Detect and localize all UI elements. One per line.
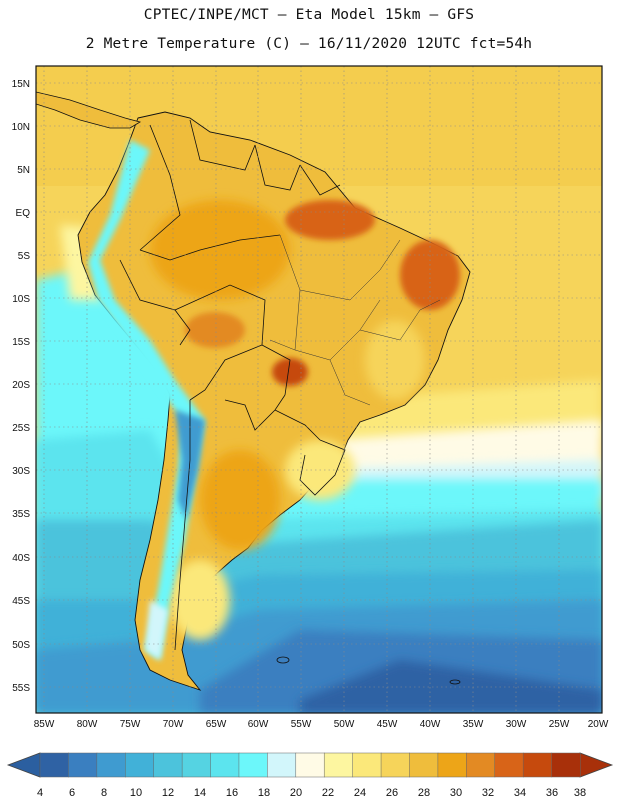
- colorbar-swatch: [210, 752, 240, 778]
- colorbar-label: 26: [386, 787, 398, 799]
- colorbar-swatch: [181, 752, 212, 778]
- colorbar-label: 32: [482, 787, 494, 799]
- lat-label: 15N: [12, 79, 30, 90]
- colorbar-swatch: [125, 752, 155, 778]
- hot-pampas: [200, 450, 280, 550]
- mild-southeast: [365, 320, 425, 400]
- andes-cold-ridge: [88, 140, 205, 660]
- lon-label: 70W: [163, 719, 184, 730]
- hot-lower-amazon: [285, 200, 375, 240]
- temperature-field: [36, 66, 602, 713]
- lat-label: 40S: [12, 553, 30, 564]
- lon-label: 75W: [120, 719, 141, 730]
- hot-northeast: [400, 240, 460, 310]
- colorbar-label: 18: [258, 787, 270, 799]
- lat-label: EQ: [16, 208, 31, 219]
- colorbar-label: 30: [450, 787, 462, 799]
- lat-label: 10N: [12, 122, 30, 133]
- latitude-axis: 15N 10N 5N EQ 5S 10S 15S 20S 25S 30S 35S…: [12, 79, 31, 694]
- colorbar-label: 34: [514, 787, 526, 799]
- longitude-axis: 85W 80W 75W 70W 65W 60W 55W 50W 45W 40W …: [34, 719, 609, 730]
- map-title-line-1: CPTEC/INPE/MCT – Eta Model 15km – GFS: [143, 7, 475, 23]
- falkland-islands: [276, 656, 290, 664]
- colorbar-label: 16: [226, 787, 238, 799]
- lat-label: 5N: [17, 165, 30, 176]
- colorbar-label: 6: [69, 787, 75, 799]
- colorbar-swatch: [68, 752, 98, 778]
- mild-patagonia: [170, 560, 230, 640]
- colorbar-label: 12: [162, 787, 174, 799]
- colorbar-swatch: [96, 752, 126, 778]
- lat-label: 5S: [18, 251, 31, 262]
- lat-label: 50S: [12, 640, 30, 651]
- colorbar-label: 28: [418, 787, 430, 799]
- colorbar-label: 10: [130, 787, 142, 799]
- colorbar-swatch: [522, 752, 553, 778]
- colorbar-label: 20: [290, 787, 302, 799]
- lat-label: 25S: [12, 423, 30, 434]
- lon-label: 55W: [291, 719, 312, 730]
- patagonia-andes: [145, 600, 168, 660]
- lon-label: 30W: [506, 719, 527, 730]
- colorbar-swatch: [323, 752, 354, 778]
- lat-label: 20S: [12, 380, 30, 391]
- colorbar-labels: 4 6 8 10 12 14 16 18 20 22 24 26 28 30 3…: [37, 787, 586, 799]
- colorbar: 4 6 8 10 12 14 16 18 20 22 24 26 28 30 3…: [6, 752, 614, 799]
- lon-label: 35W: [463, 719, 484, 730]
- lon-label: 50W: [334, 719, 355, 730]
- lon-label: 85W: [34, 719, 55, 730]
- band-4: [300, 660, 602, 713]
- lat-label: 55S: [12, 683, 30, 694]
- colorbar-label: 4: [37, 787, 43, 799]
- colorbar-swatch: [295, 752, 325, 778]
- hot-bolivia: [185, 312, 245, 348]
- colorbar-low-arrow: [6, 752, 41, 778]
- colorbar-label: 38: [574, 787, 586, 799]
- colorbar-swatch: [238, 752, 268, 778]
- colorbar-swatch: [466, 752, 496, 778]
- colorbar-label: 24: [354, 787, 366, 799]
- lon-label: 40W: [420, 719, 441, 730]
- lon-label: 65W: [206, 719, 227, 730]
- lon-label: 25W: [549, 719, 570, 730]
- lat-label: 30S: [12, 466, 30, 477]
- lat-label: 10S: [12, 294, 30, 305]
- colorbar-label: 14: [194, 787, 206, 799]
- colorbar-swatch: [352, 752, 382, 778]
- country-borders: [119, 119, 346, 651]
- lon-label: 20W: [588, 719, 609, 730]
- colorbar-swatch: [551, 752, 581, 778]
- colorbar-swatch: [494, 752, 524, 778]
- colorbar-label: 8: [101, 787, 107, 799]
- colorbar-swatch: [153, 752, 183, 778]
- central-america: [36, 91, 142, 129]
- lat-label: 35S: [12, 509, 30, 520]
- colorbar-swatch: [437, 752, 467, 778]
- colorbar-label: 36: [546, 787, 558, 799]
- lon-label: 60W: [248, 719, 269, 730]
- colorbar-swatch: [39, 752, 69, 778]
- colorbar-swatch: [267, 752, 297, 778]
- hot-pantanal: [272, 358, 308, 386]
- lat-label: 15S: [12, 337, 30, 348]
- colorbar-high-arrow: [579, 752, 614, 778]
- hot-amazon: [150, 200, 290, 300]
- south-georgia: [449, 679, 461, 685]
- colorbar-swatch: [380, 752, 411, 778]
- map-frame: [35, 65, 603, 714]
- lat-label: 45S: [12, 596, 30, 607]
- lon-label: 45W: [377, 719, 398, 730]
- lon-label: 80W: [77, 719, 98, 730]
- colorbar-label: 22: [322, 787, 334, 799]
- andes-high-peaks: [175, 410, 205, 520]
- map-title-line-2: 2 Metre Temperature (C) – 16/11/2020 12U…: [85, 36, 533, 52]
- colorbar-swatch: [409, 752, 439, 778]
